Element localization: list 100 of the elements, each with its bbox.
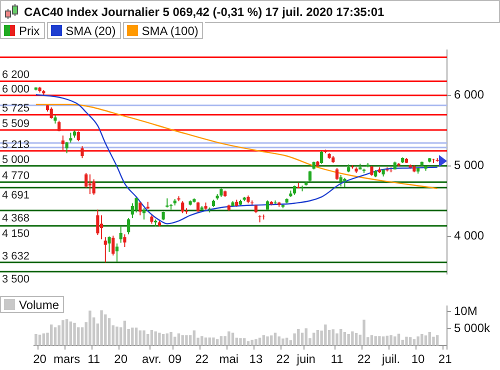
bar <box>220 336 223 346</box>
candlestick <box>166 198 169 208</box>
y-tick-label: 10M <box>454 304 478 318</box>
bar <box>208 337 211 346</box>
bar <box>424 335 428 346</box>
bar <box>436 335 439 346</box>
y-tick-label: 4 000 <box>454 228 484 243</box>
bar <box>428 332 431 346</box>
bar <box>378 336 381 346</box>
bar <box>243 338 246 346</box>
candlestick <box>58 120 61 132</box>
bar <box>42 333 45 346</box>
bar <box>100 310 103 346</box>
candlestick <box>127 218 130 235</box>
bar <box>65 319 68 346</box>
bar <box>138 330 142 346</box>
bar <box>362 320 366 346</box>
candlestick <box>100 214 104 240</box>
bar <box>166 333 169 346</box>
candlestick <box>138 202 142 216</box>
x-tick-label: avr. <box>142 352 162 366</box>
ref-line-label: 5 509 <box>2 118 30 130</box>
candlestick <box>308 170 312 182</box>
x-tick-label: 21 <box>438 352 452 366</box>
ref-line-label: 3 500 <box>2 274 30 286</box>
ref-line-label: 4 150 <box>2 228 30 240</box>
ref-line-label: 5 000 <box>2 154 30 166</box>
legend-label: SMA (20) <box>66 24 116 38</box>
ref-line-label: 5 213 <box>2 138 30 151</box>
bar <box>262 335 266 346</box>
bar <box>316 330 320 346</box>
candlestick <box>50 106 53 120</box>
candlestick <box>69 132 72 144</box>
bar <box>228 331 230 346</box>
y-tick-label: 5 000 <box>454 158 484 172</box>
x-tick-label: 20 <box>33 352 47 366</box>
candlestick <box>335 167 339 180</box>
candlestick <box>262 214 266 220</box>
x-tick-label: mars <box>53 352 80 366</box>
bar <box>204 337 208 346</box>
bar <box>170 332 172 346</box>
candlestick <box>115 242 119 262</box>
bar <box>297 328 300 346</box>
bar <box>250 340 254 346</box>
bar <box>150 330 154 346</box>
candlestick <box>181 200 184 214</box>
bar <box>104 314 107 346</box>
bar <box>324 324 327 346</box>
candlestick <box>123 234 126 248</box>
candlestick <box>92 178 96 196</box>
legend-label: SMA (100) <box>142 24 198 38</box>
ref-line-label: 4 368 <box>2 212 30 224</box>
bar <box>274 332 277 346</box>
bar <box>416 336 420 346</box>
candlestick <box>65 141 68 154</box>
bar <box>177 333 180 346</box>
bar <box>154 331 157 346</box>
bar <box>50 324 53 346</box>
x-tick-label: 11 <box>330 352 344 366</box>
bar <box>412 339 416 346</box>
ref-line-label: 3 632 <box>2 250 30 262</box>
candlestick <box>108 236 111 252</box>
bar <box>88 310 92 346</box>
bar <box>382 336 385 346</box>
x-tick-label: 10 <box>411 352 426 366</box>
candlestick <box>96 209 100 236</box>
x-tick-label: 13 <box>249 352 263 366</box>
ref-line-label: 4 691 <box>2 190 30 202</box>
bar <box>340 328 342 346</box>
ref-line-label: 6 000 <box>2 83 30 96</box>
bar <box>216 339 219 346</box>
bar <box>158 332 161 346</box>
bar <box>192 330 196 346</box>
bar <box>300 332 304 346</box>
ref-line-label: 6 200 <box>2 69 30 82</box>
bar <box>390 335 392 346</box>
bar <box>239 338 242 346</box>
bar <box>351 331 354 346</box>
bar <box>231 332 234 346</box>
bar <box>73 322 76 346</box>
bar <box>282 338 284 346</box>
ref-line-label: 4 770 <box>2 170 30 182</box>
bar <box>134 328 138 346</box>
x-tick-label: 20 <box>114 352 128 366</box>
candlestick <box>119 225 122 244</box>
x-tick-label: 22 <box>357 352 372 366</box>
candlestick <box>61 135 64 151</box>
candlestick <box>112 235 115 256</box>
bar <box>146 334 150 346</box>
bar <box>38 334 42 346</box>
legend-label: Volume <box>19 298 60 312</box>
bar <box>185 335 188 346</box>
x-tick-label: 22 <box>276 352 290 366</box>
bar <box>278 336 280 346</box>
chart-title: CAC40 Index Journalier 5 069,42 (-0,31 %) 17 juil. 2020 17:35:01 <box>24 4 384 18</box>
bar <box>374 336 377 346</box>
bar <box>116 326 118 346</box>
bar <box>212 337 215 346</box>
y-tick-label: 6 000 <box>454 88 484 102</box>
bar <box>77 327 80 346</box>
